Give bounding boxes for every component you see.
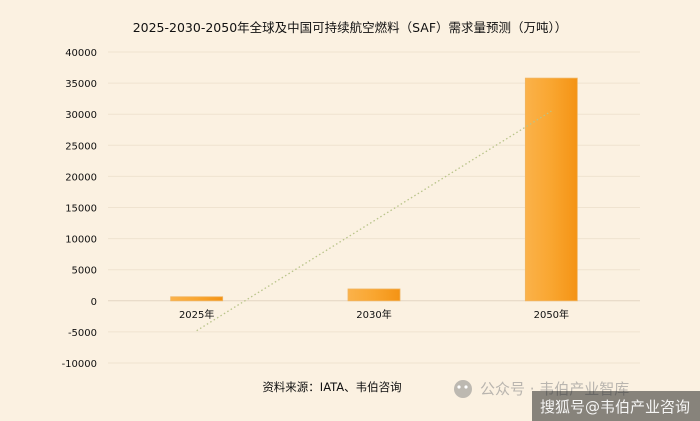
x-axis-ticks: 2025年 2030年 2050年: [179, 308, 569, 321]
watermark-strip: [532, 391, 700, 421]
bar-3: [524, 77, 578, 302]
y-tick-label: -5000: [68, 328, 97, 339]
y-tick-label: 35000: [65, 79, 97, 90]
bars: [170, 77, 578, 302]
y-tick-label: 40000: [65, 48, 97, 59]
y-tick-label: 25000: [65, 141, 97, 152]
watermark-logo-icon: [454, 380, 472, 398]
y-tick-label: 0: [91, 297, 97, 308]
watermark-line2: 搜狐号@韦伯产业咨询: [540, 398, 690, 416]
y-tick-label: 30000: [65, 110, 97, 121]
bar-1: [170, 296, 224, 302]
y-tick-label: 20000: [65, 172, 97, 183]
y-tick-label: 10000: [65, 235, 97, 246]
bar-2: [347, 288, 401, 302]
trendline: [196, 110, 552, 332]
x-tick-label: 2030年: [356, 308, 391, 321]
y-tick-label: 5000: [72, 266, 97, 277]
source-note: 资料来源：IATA、韦伯咨询: [262, 380, 401, 394]
x-tick-label: 2025年: [179, 308, 214, 321]
trendline-group: [196, 110, 552, 332]
y-tick-label: 15000: [65, 204, 97, 215]
y-axis-ticks: 40000 35000 30000 25000 20000 15000 10000 5000 0…: [62, 48, 97, 370]
x-tick-label: 2050年: [534, 308, 569, 321]
y-tick-label: -10000: [62, 359, 97, 370]
chart-title: 2025-2030-2050年全球及中国可持续航空燃料（SAF）需求量预测（万吨…: [133, 20, 568, 35]
